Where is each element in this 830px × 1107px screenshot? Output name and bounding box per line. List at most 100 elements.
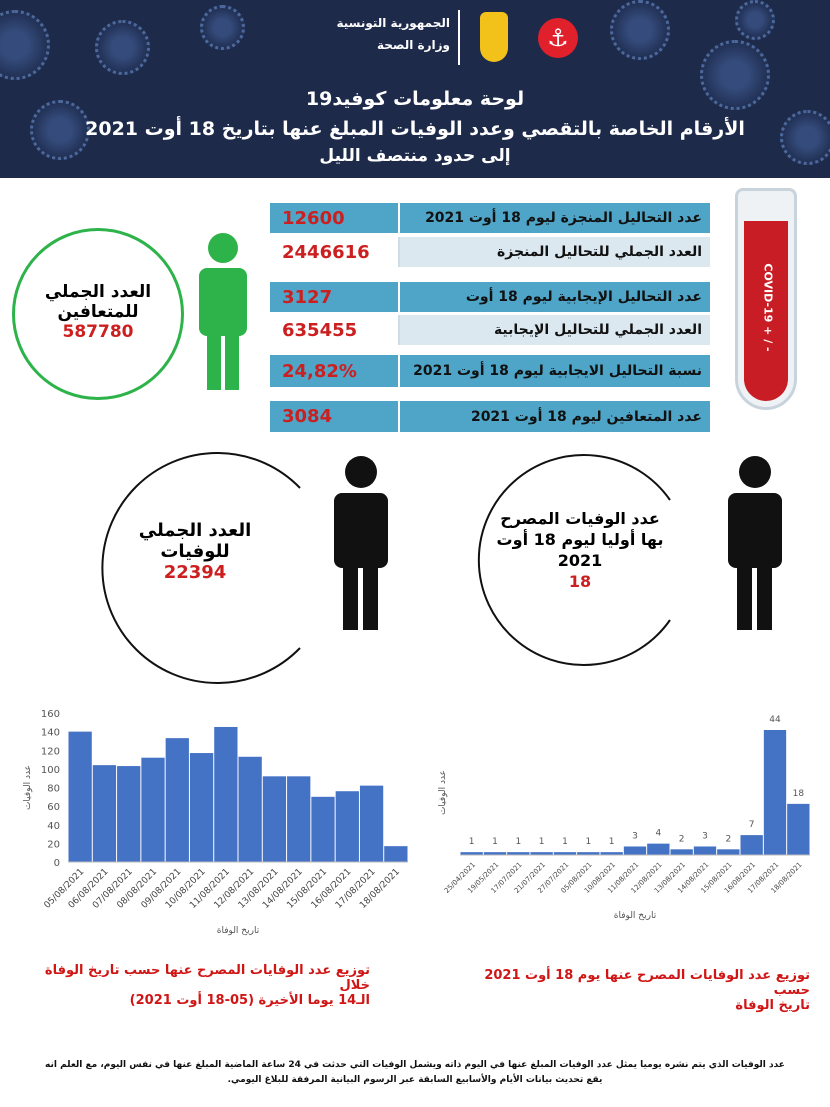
data-label: 18 <box>793 789 805 799</box>
deaths-today-arc <box>477 454 671 666</box>
stat-row-daily-tests: عدد التحاليل المنجزة ليوم 18 أوت 2021 126… <box>270 203 710 233</box>
virus-decoration <box>610 0 670 60</box>
virus-decoration <box>200 5 245 50</box>
person-green-icon <box>199 233 247 390</box>
stat-label: نسبة التحاليل الايجابية ليوم 18 أوت 2021 <box>413 363 702 379</box>
ministry-logo-icon: ⚓ <box>538 18 578 58</box>
bar <box>262 776 287 862</box>
stat-label: العدد الجملي للتحاليل الإيجابية <box>493 322 702 338</box>
test-tube-icon: COVID-19 + / - <box>735 188 797 410</box>
data-label: 1 <box>585 837 591 847</box>
y-tick-label: 0 <box>54 858 60 869</box>
virus-decoration <box>95 20 150 75</box>
bar <box>335 791 359 862</box>
page-title: لوحة معلومات كوفيد19 <box>305 88 525 110</box>
bar <box>600 852 623 855</box>
bar <box>287 776 311 862</box>
deaths-today-value: 18 <box>568 572 592 591</box>
x-axis-label: تاريخ الوفاة <box>614 911 657 921</box>
bar <box>693 846 717 855</box>
bar <box>117 766 141 862</box>
bar <box>238 756 262 862</box>
chart-deaths-14-days: 02040608010012014016005/08/202106/08/202… <box>23 709 408 936</box>
y-tick-label: 100 <box>41 765 60 776</box>
stat-row-total-tests: العدد الجملي للتحاليل المنجزة 2446616 <box>270 237 710 267</box>
bar <box>623 846 647 855</box>
bar <box>384 846 408 862</box>
bar <box>717 849 740 855</box>
data-label: 1 <box>539 837 545 847</box>
y-tick-label: 40 <box>47 821 60 832</box>
bar <box>763 730 787 855</box>
bar <box>359 785 384 862</box>
y-tick-label: 20 <box>47 839 60 850</box>
deaths-total-value: 22394 <box>163 562 227 583</box>
bar <box>577 852 600 855</box>
bar <box>740 835 763 855</box>
republic-label: الجمهورية التونسية <box>336 16 450 30</box>
recovered-value: 587780 <box>62 322 134 342</box>
ministry-label: وزارة الصحة <box>376 38 450 52</box>
data-label: 1 <box>492 837 498 847</box>
stat-row-daily-recovered: عدد المتعافين ليوم 18 أوت 2021 3084 <box>270 401 710 432</box>
tube-label: COVID-19 + / - <box>761 263 775 352</box>
y-tick-label: 160 <box>41 709 60 720</box>
stat-value: 3084 <box>270 401 400 432</box>
y-tick-label: 140 <box>41 728 60 739</box>
page-subtitle: الأرقام الخاصة بالتقصي وعدد الوفيات المب… <box>85 118 745 140</box>
y-axis-label: عدد الوفيات <box>23 765 33 810</box>
data-label: 1 <box>609 837 615 847</box>
bar <box>311 796 335 862</box>
bar <box>460 852 483 855</box>
y-tick-label: 80 <box>47 784 60 795</box>
person-black-icon <box>334 456 388 630</box>
y-axis-label: عدد الوفيات <box>438 770 448 815</box>
bar <box>141 757 165 862</box>
data-label: 1 <box>515 837 521 847</box>
chart0-caption: توزيع عدد الوفايات المصرح عنها حسب تاريخ… <box>44 963 370 1008</box>
bar <box>647 843 670 855</box>
bar <box>507 852 530 855</box>
chart1-caption: توزيع عدد الوفايات المصرح عنها يوم 18 أو… <box>484 968 810 1013</box>
stat-value: 3127 <box>270 282 400 312</box>
bar <box>68 731 92 862</box>
deaths-total-label: العدد الجملي للوفيات 22394 <box>120 520 270 583</box>
bar <box>530 852 553 855</box>
data-label: 3 <box>632 831 638 841</box>
header-banner: الجمهورية التونسية وزارة الصحة ⚓ لوحة مع… <box>0 0 830 178</box>
stat-row-daily-positive: عدد التحاليل الإيجابية ليوم 18 أوت 3127 <box>270 282 710 312</box>
recovered-label: العدد الجملي للمتعافين 587780 <box>20 282 176 342</box>
bar <box>92 765 117 862</box>
recovered-circle <box>12 228 184 400</box>
virus-decoration <box>780 110 830 165</box>
bar <box>165 738 189 862</box>
data-label: 44 <box>769 715 781 725</box>
data-label: 3 <box>702 831 708 841</box>
y-tick-label: 60 <box>47 802 60 813</box>
virus-decoration <box>0 10 50 80</box>
page-subtitle-2: إلى حدود منتصف الليل <box>319 146 511 166</box>
bar <box>483 852 507 855</box>
data-label: 2 <box>725 834 731 844</box>
virus-decoration <box>700 40 770 110</box>
x-axis-label: تاريخ الوفاة <box>217 926 260 936</box>
data-label: 7 <box>749 820 755 830</box>
stat-label: العدد الجملي للتحاليل المنجزة <box>497 244 702 260</box>
footer-note: عدد الوفيات الذي يتم نشره يوميا يمثل عدد… <box>45 1060 785 1085</box>
tunisia-emblem-icon <box>480 12 508 62</box>
stat-row-positive-rate: نسبة التحاليل الايجابية ليوم 18 أوت 2021… <box>270 355 710 387</box>
bar <box>787 803 810 855</box>
chart-deaths-by-date-reported: 125/04/2021119/05/2021117/07/2021121/07/… <box>438 715 810 921</box>
bar <box>553 852 577 855</box>
virus-decoration <box>30 100 90 160</box>
virus-decoration <box>735 0 775 40</box>
deaths-today-label: عدد الوفيات المصرح بها أوليا ليوم 18 أوت 2… <box>490 508 670 592</box>
stat-value: 635455 <box>270 315 400 345</box>
stat-value: 12600 <box>270 203 400 233</box>
stat-label: عدد التحاليل المنجزة ليوم 18 أوت 2021 <box>425 210 702 226</box>
y-tick-label: 120 <box>41 746 60 757</box>
stat-value: 24,82% <box>270 355 400 387</box>
data-label: 2 <box>679 834 685 844</box>
data-label: 4 <box>655 829 661 839</box>
bar <box>670 849 693 855</box>
